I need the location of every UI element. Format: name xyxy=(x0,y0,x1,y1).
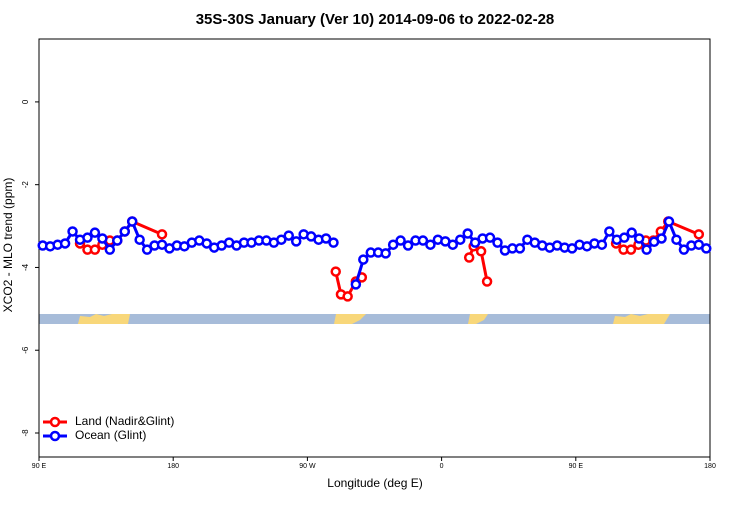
land-mask-strip xyxy=(39,314,710,324)
land-patch xyxy=(334,314,366,324)
land-patch xyxy=(78,314,130,324)
data-point xyxy=(484,232,496,243)
x-tick-label: 90 E xyxy=(32,463,47,470)
data-point xyxy=(342,291,353,302)
legend-marker xyxy=(49,430,61,442)
data-point xyxy=(358,254,369,265)
data-point xyxy=(89,244,101,255)
data-point xyxy=(641,244,652,255)
data-point xyxy=(67,226,78,237)
data-point xyxy=(671,234,682,245)
legend-label: Ocean (Glint) xyxy=(75,428,146,442)
data-point xyxy=(454,234,466,245)
x-tick-label: 90 E xyxy=(569,463,584,470)
data-point xyxy=(417,235,429,246)
data-point xyxy=(619,232,630,243)
data-point xyxy=(201,238,212,249)
data-point xyxy=(475,246,487,257)
data-point xyxy=(119,226,130,237)
data-point xyxy=(447,239,459,250)
data-point xyxy=(126,216,138,227)
data-point xyxy=(633,233,645,244)
data-point xyxy=(112,235,123,246)
legend-label: Land (Nadir&Glint) xyxy=(75,414,174,428)
data-point xyxy=(625,244,637,255)
legend: Land (Nadir&Glint)Ocean (Glint) xyxy=(43,414,174,442)
data-point xyxy=(656,233,667,244)
data-point xyxy=(514,243,526,254)
x-axis-label: Longitude (deg E) xyxy=(327,476,422,490)
data-point xyxy=(328,237,339,248)
y-tick-label: -2 xyxy=(21,181,30,189)
data-point xyxy=(283,230,295,241)
data-point xyxy=(290,236,302,247)
data-point xyxy=(463,252,475,263)
data-point xyxy=(320,233,332,244)
data-point xyxy=(380,248,391,259)
data-point xyxy=(663,216,675,227)
data-point xyxy=(395,235,406,246)
land-patch xyxy=(468,314,488,324)
data-point xyxy=(402,240,414,251)
ocean-strip xyxy=(39,314,710,324)
data-point xyxy=(330,266,341,277)
data-point xyxy=(693,229,705,240)
data-point xyxy=(469,237,481,248)
x-tick-label: 0 xyxy=(440,463,444,470)
data-point xyxy=(492,237,503,248)
data-point xyxy=(387,239,399,250)
data-point xyxy=(701,243,712,254)
land-patch xyxy=(613,314,670,324)
data-point xyxy=(350,279,362,290)
data-point xyxy=(596,239,608,250)
data-point xyxy=(481,276,493,287)
y-tick-label: -4 xyxy=(21,263,30,271)
plot-frame xyxy=(38,38,711,458)
data-point xyxy=(604,226,615,237)
data-point xyxy=(156,229,168,240)
data-point xyxy=(82,232,93,243)
data-point xyxy=(97,233,108,244)
data-point xyxy=(425,239,436,250)
data-point xyxy=(626,227,637,238)
x-tick-label: 180 xyxy=(167,463,179,470)
x-tick-label: 90 W xyxy=(299,463,316,470)
data-point xyxy=(59,238,71,249)
chart-title: 35S-30S January (Ver 10) 2014-09-06 to 2… xyxy=(196,11,555,28)
y-tick-label: -6 xyxy=(21,346,30,354)
data-point xyxy=(141,244,153,255)
y-tick-label: -8 xyxy=(21,429,30,437)
data-point xyxy=(678,244,690,255)
data-point xyxy=(462,228,473,239)
y-tick-label: 0 xyxy=(21,99,30,104)
data-point xyxy=(104,244,116,255)
data-point xyxy=(134,234,145,245)
data-point xyxy=(276,234,287,245)
legend-marker xyxy=(49,416,61,428)
y-axis-label: XCO2 - MLO trend (ppm) xyxy=(1,178,15,313)
x-tick-label: 180 xyxy=(704,463,716,470)
data-point xyxy=(89,227,101,238)
